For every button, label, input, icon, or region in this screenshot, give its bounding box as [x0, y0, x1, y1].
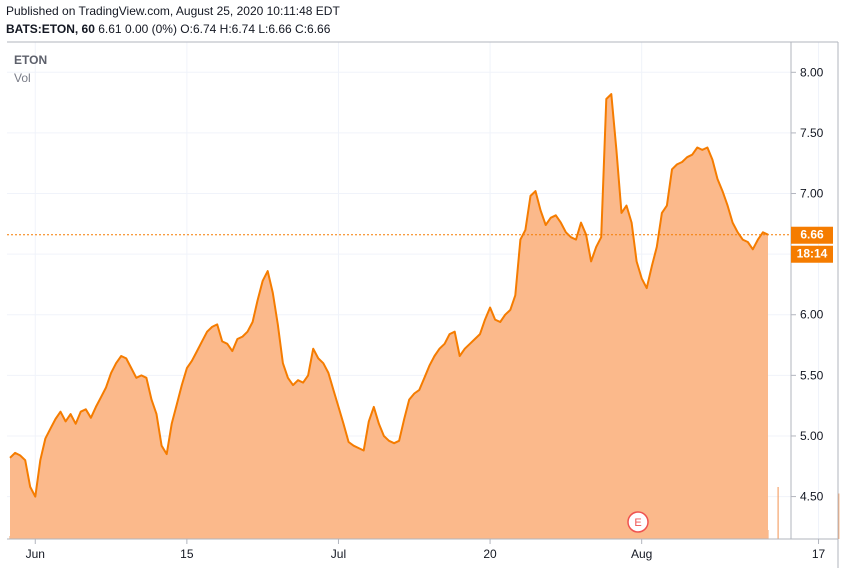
x-tick-label: Jul [331, 547, 346, 561]
volume-spike [838, 493, 840, 539]
published-info: Published on TradingView.com, August 25,… [6, 4, 340, 18]
price-area [10, 94, 768, 539]
plot-frame [7, 41, 839, 568]
earnings-marker[interactable]: E [627, 511, 649, 533]
x-axis[interactable]: Jun15Jul20Aug1725 [26, 539, 846, 561]
y-tick-label: 5.50 [800, 368, 824, 382]
y-tick-label: 7.00 [800, 187, 824, 201]
legend-volume: Vol [14, 71, 31, 85]
x-tick-label: 20 [483, 547, 497, 561]
countdown-badge [791, 245, 833, 263]
earnings-icon[interactable] [627, 511, 649, 533]
x-tick-label: Aug [631, 547, 652, 561]
price-badge [791, 226, 833, 244]
countdown-badge-value: 18:14 [797, 247, 828, 261]
legend-symbol: ETON [14, 53, 47, 67]
x-tick-label: 17 [812, 547, 826, 561]
ohlc-values: 6.61 0.00 (0%) O:6.74 H:6.74 L:6.66 C:6.… [98, 22, 331, 36]
y-tick-label: 8.00 [800, 65, 824, 79]
y-tick-label: 7.50 [800, 126, 824, 140]
y-tick-label: 6.00 [800, 308, 824, 322]
symbol-interval: BATS:ETON, 60 [6, 22, 95, 36]
price-line [9, 93, 769, 498]
y-tick-label: 5.00 [800, 429, 824, 443]
y-tick-label: 4.50 [800, 490, 824, 504]
volume-spike [777, 487, 779, 539]
symbol-quote: BATS:ETON, 60 6.61 0.00 (0%) O:6.74 H:6.… [6, 22, 330, 36]
x-tick-label: 15 [180, 547, 194, 561]
earnings-label: E [634, 517, 641, 529]
x-tick-label: Jun [26, 547, 45, 561]
price-badges: 6.66 18:14 [791, 226, 833, 263]
price-badge-value: 6.66 [800, 228, 824, 242]
